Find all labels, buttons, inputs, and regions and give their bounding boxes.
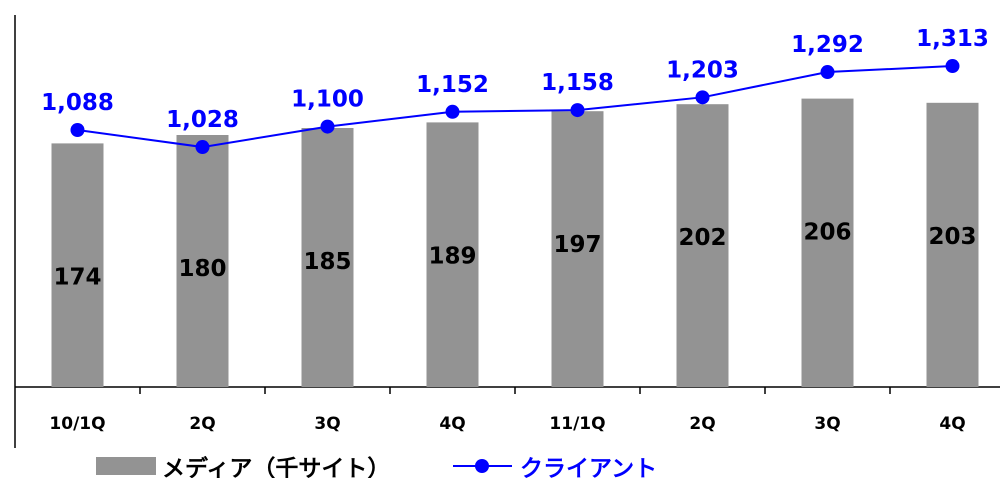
- line-value-label: 1,158: [541, 70, 614, 96]
- client-line-marker: [820, 65, 835, 80]
- x-axis-ticks: [139, 387, 891, 394]
- client-line-marker: [445, 104, 460, 119]
- bar-value-label: 174: [53, 264, 101, 290]
- line-value-labels: 1,088 1,028 1,100 1,152 1,158 1,203 1,292 1,313: [41, 26, 989, 133]
- client-line-path: [77, 65, 953, 149]
- bar-media: [926, 102, 979, 388]
- line-value-label: 1,088: [41, 90, 114, 116]
- bar-media: [426, 122, 479, 388]
- bar-media: [801, 98, 854, 387]
- x-axis-tick-labels: 10/1Q 2Q 3Q 4Q 11/1Q 2Q 3Q 4Q: [49, 414, 965, 434]
- line-value-label: 1,313: [916, 26, 989, 52]
- bar-value-label: 202: [678, 225, 726, 251]
- legend-swatch-client-marker: [475, 459, 489, 473]
- bar-value-label: 206: [803, 220, 851, 246]
- bar-value-labels: 174 180 185 189 197 202 206 203: [53, 220, 976, 291]
- x-tick-label: 2Q: [189, 414, 215, 434]
- line-value-label: 1,028: [166, 107, 239, 133]
- line-series-client: [70, 59, 960, 155]
- client-line-marker: [195, 140, 210, 155]
- bar-series-media: [51, 98, 979, 388]
- line-value-label: 1,292: [791, 32, 864, 58]
- x-tick-label: 4Q: [939, 414, 965, 434]
- bar-media: [176, 135, 229, 387]
- bar-media: [676, 104, 729, 387]
- legend-swatch-media: [96, 457, 156, 475]
- client-line-marker: [570, 103, 585, 118]
- legend: メディア（千サイト） クライアント: [96, 455, 657, 478]
- line-value-label: 1,203: [666, 57, 739, 83]
- legend-label-media: メディア（千サイト）: [162, 455, 390, 478]
- bar-value-label: 203: [928, 224, 976, 250]
- bar-media: [51, 143, 104, 387]
- x-tick-label: 3Q: [814, 414, 840, 434]
- x-tick-label: 11/1Q: [549, 414, 605, 434]
- line-value-label: 1,152: [416, 72, 489, 98]
- bar-value-label: 197: [553, 232, 601, 258]
- bar-media: [301, 128, 354, 387]
- client-line-marker: [320, 119, 335, 134]
- client-line-marker: [945, 59, 960, 74]
- legend-label-client: クライアント: [520, 456, 657, 478]
- line-value-label: 1,100: [291, 87, 364, 113]
- bar-value-label: 180: [178, 256, 226, 282]
- client-line-marker: [70, 123, 85, 137]
- bar-value-label: 185: [303, 249, 351, 275]
- bar-media: [551, 111, 604, 387]
- x-tick-label: 4Q: [439, 414, 465, 434]
- x-tick-label: 3Q: [314, 414, 340, 434]
- x-tick-label: 2Q: [689, 414, 715, 434]
- x-tick-label: 10/1Q: [49, 414, 105, 434]
- client-line-marker: [695, 90, 710, 105]
- bar-value-label: 189: [428, 243, 476, 269]
